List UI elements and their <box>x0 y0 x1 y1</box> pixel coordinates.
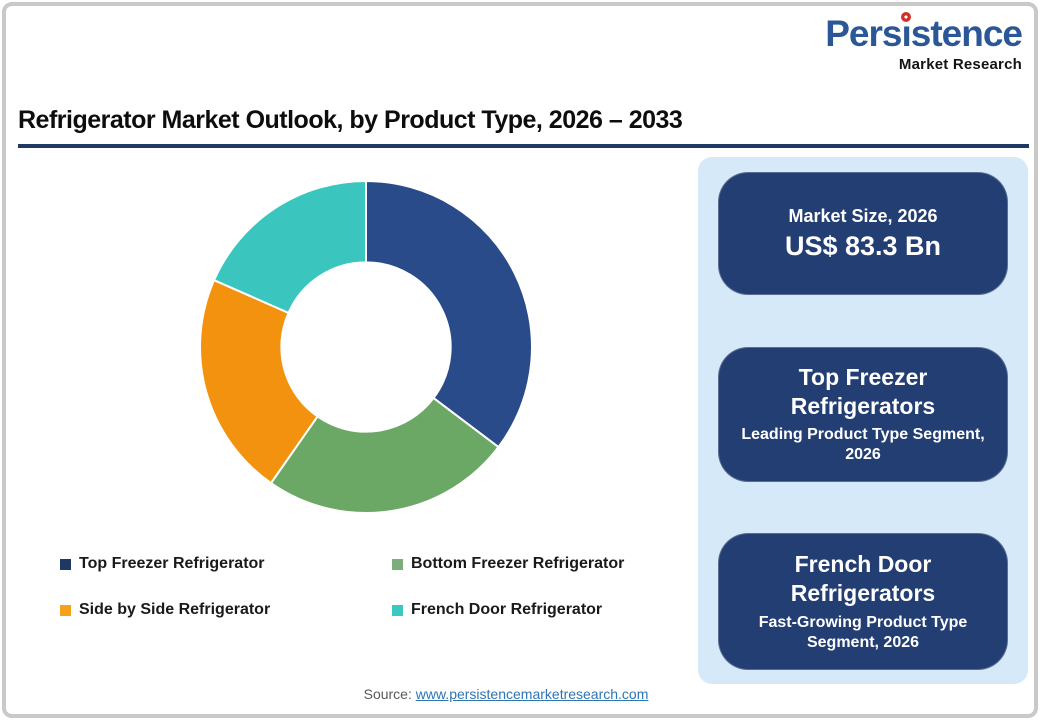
leading-segment-card: Top Freezer Refrigerators Leading Produc… <box>718 346 1008 482</box>
legend-label-top-freezer: Top Freezer Refrigerator <box>79 555 265 572</box>
highlights-panel: Market Size, 2026 US$ 83.3 Bn Top Freeze… <box>698 157 1028 684</box>
logo: Persı stence Market Research <box>825 12 1023 73</box>
leading-segment-card-title: Top Freezer Refrigerators <box>790 363 936 419</box>
donut-segment-3 <box>212 179 367 315</box>
title-underline <box>18 144 1029 148</box>
source-link[interactable]: www.persistencemarketresearch.com <box>415 686 649 702</box>
legend-marker-top-freezer <box>60 558 71 570</box>
legend-label-bottom-freezer: Bottom Freezer Refrigerator <box>411 555 625 572</box>
leading-segment-card-subtitle: Leading Product Type Segment, 2026 <box>741 426 985 464</box>
legend-item-bottom-freezer: Bottom Freezer Refrigerator <box>392 555 685 573</box>
source-line: Source: www.persistencemarketresearch.co… <box>0 686 1012 702</box>
market-size-card-value: US$ 83.3 Bn <box>784 231 942 262</box>
donut-segment-2 <box>199 278 319 485</box>
market-size-card-title: Market Size, 2026 <box>788 205 938 226</box>
logo-tagline: Market Research <box>898 55 1022 73</box>
fast-growing-segment-card-title: French Door Refrigerators <box>790 551 936 606</box>
market-size-card: Market Size, 2026 US$ 83.3 Bn <box>718 172 1008 295</box>
legend-marker-side-by-side <box>60 604 71 616</box>
legend-item-side-by-side: Side by Side Refrigerator <box>60 601 392 619</box>
source-label: Source: <box>363 686 412 702</box>
donut-chart-svg <box>199 179 533 514</box>
donut-segment-1 <box>269 396 500 514</box>
fast-growing-segment-card: French Door Refrigerators Fast-Growing P… <box>718 533 1008 670</box>
legend-marker-bottom-freezer <box>392 558 403 570</box>
donut-chart <box>176 157 556 537</box>
logo-wordmark: Persı stence <box>825 12 1023 54</box>
legend-item-top-freezer: Top Freezer Refrigerator <box>60 555 392 573</box>
page-title: Refrigerator Market Outlook, by Product … <box>18 106 683 134</box>
legend-marker-french-door <box>392 604 403 616</box>
fast-growing-segment-card-subtitle: Fast-Growing Product Type Segment, 2026 <box>758 613 968 651</box>
chart-legend: Top Freezer Refrigerator Bottom Freezer … <box>60 555 685 619</box>
legend-label-french-door: French Door Refrigerator <box>411 601 603 618</box>
legend-label-side-by-side: Side by Side Refrigerator <box>79 601 271 618</box>
donut-segment-0 <box>365 179 533 449</box>
legend-item-french-door: French Door Refrigerator <box>392 601 685 619</box>
